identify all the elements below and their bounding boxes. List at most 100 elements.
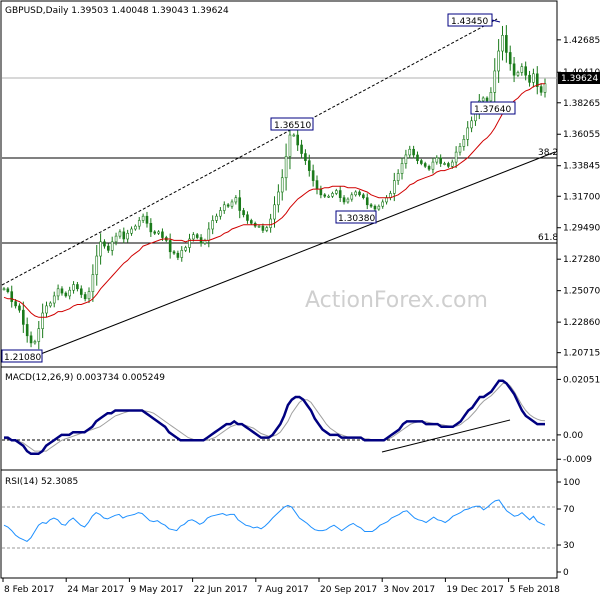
x-tick-label: 24 Mar 2017	[67, 585, 124, 595]
price-y-tick-label: 1.22860	[563, 318, 600, 328]
candle-body	[350, 194, 354, 200]
candle-body	[118, 231, 122, 237]
candle-body	[331, 193, 334, 197]
x-axis: 8 Feb 2017 24 Mar 2017 9 May 2017 22 Jun 20…	[2, 578, 561, 595]
candle-body	[172, 251, 176, 254]
annot-1-36510: 1.36510	[270, 117, 314, 131]
candle-body	[141, 215, 145, 221]
candle-body	[41, 312, 44, 329]
candle-body	[365, 197, 369, 206]
macd-y-tick-label: -0.009	[563, 455, 592, 465]
candle-body	[543, 83, 547, 93]
candle-body	[323, 194, 327, 197]
candle-body	[145, 215, 149, 224]
candle-body	[222, 204, 226, 211]
candle-body	[423, 163, 427, 167]
svg-text:1.43450: 1.43450	[451, 17, 488, 27]
candle-body	[2, 288, 6, 291]
candle-body	[505, 35, 508, 53]
annot-1-21080: 1.21080	[1, 349, 43, 363]
candle-body	[161, 231, 164, 238]
candle-body	[508, 52, 512, 65]
candle-body	[107, 245, 110, 251]
price-y-tick-label: 1.36055	[563, 130, 600, 140]
candle-body	[447, 163, 450, 167]
candle-body	[79, 288, 83, 295]
candle-body	[319, 188, 323, 196]
candle-body	[114, 235, 118, 243]
candle-body	[288, 134, 292, 157]
candle-body	[327, 195, 330, 198]
candle-body	[76, 284, 79, 290]
candle-body	[311, 170, 315, 181]
annot-1-43450: 1.43450	[447, 13, 493, 27]
candle-body	[481, 97, 485, 102]
rsi-y-tick-label: 70	[563, 505, 575, 515]
rsi-line	[3, 499, 546, 542]
candle-body	[250, 220, 253, 224]
candle-body	[246, 214, 249, 221]
macd-y-axis: 0.02051 0.00 -0.009	[557, 375, 600, 465]
candle-body	[110, 241, 114, 251]
candle-body	[122, 231, 126, 240]
candle-body	[520, 66, 524, 73]
candle-body	[420, 160, 423, 164]
candle-body	[277, 191, 280, 206]
x-tick-label: 5 Feb 2018	[510, 585, 561, 595]
candle-body	[342, 197, 346, 203]
price-y-tick-label: 1.25070	[563, 287, 600, 297]
candle-body	[470, 120, 473, 129]
candle-body	[184, 247, 187, 251]
candle-body	[207, 228, 211, 241]
macd-header: MACD(12,26,9) 0.003734 0.005249	[5, 373, 165, 383]
price-y-tick-label: 1.33845	[563, 162, 600, 172]
candle-body	[180, 250, 184, 258]
candle-body	[157, 231, 160, 234]
x-tick-label: 20 Sep 2017	[320, 585, 377, 595]
candle-body	[300, 144, 303, 154]
candle-body	[215, 215, 218, 221]
candle-body	[37, 328, 41, 342]
price-y-tick-label: 1.38265	[563, 99, 600, 109]
candle-body	[431, 161, 435, 170]
candle-body	[280, 177, 284, 193]
candle-body	[315, 180, 319, 190]
macd-line	[4, 379, 545, 456]
svg-text:1.21080: 1.21080	[4, 353, 41, 363]
candle-body	[6, 288, 10, 292]
annot-1-37640: 1.37640	[470, 101, 516, 115]
candle-body	[373, 205, 377, 210]
fib-38-label: 38.2	[538, 148, 558, 158]
candle-body	[485, 97, 489, 102]
candle-body	[532, 73, 535, 83]
candle-body	[265, 227, 269, 231]
candle-body	[304, 153, 307, 161]
candle-body	[450, 161, 454, 167]
candle-body	[404, 154, 408, 164]
candle-body	[22, 309, 25, 325]
price-y-tick-label: 1.27280	[563, 255, 600, 265]
rsi-y-tick-label: 100	[563, 478, 580, 488]
candle-body	[439, 157, 442, 164]
x-tick-label: 22 Jun 2017	[194, 585, 248, 595]
candle-body	[501, 35, 504, 52]
candle-body	[296, 134, 299, 146]
fib-61-label: 61.8	[538, 233, 558, 243]
candle-body	[269, 218, 272, 228]
macd-y-tick-label: 0.02051	[563, 375, 600, 385]
candle-body	[408, 148, 412, 156]
candle-body	[381, 201, 385, 207]
candle-body	[377, 205, 381, 210]
annot-1-30380: 1.30380	[335, 210, 377, 224]
candle-body	[539, 86, 543, 93]
candle-body	[242, 210, 245, 216]
candle-body	[338, 190, 342, 198]
candle-body	[292, 134, 296, 137]
candle-body	[400, 163, 404, 174]
rsi-y-tick-label: 0	[563, 568, 569, 578]
candle-body	[68, 289, 71, 297]
candle-body	[192, 234, 195, 240]
x-tick-label: 3 Nov 2017	[383, 585, 435, 595]
